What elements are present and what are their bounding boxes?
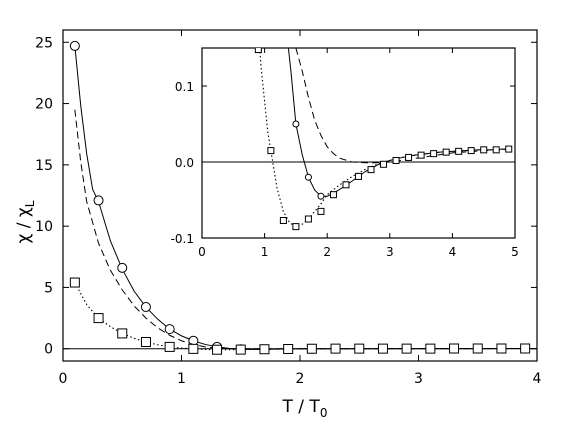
main-y-tick-label: 10 — [35, 219, 53, 235]
main-circle-marker — [140, 302, 151, 313]
inset-square-marker — [317, 207, 325, 215]
main-y-tick-label: 5 — [44, 280, 53, 296]
inset-square-marker — [492, 146, 500, 154]
main-y-tick-label: 0 — [44, 342, 53, 358]
inset-square-marker — [480, 146, 488, 154]
main-y-tick-label: 20 — [35, 97, 53, 113]
main-y-tick-label: 25 — [35, 35, 53, 51]
inset-square-marker — [329, 191, 337, 199]
inset-x-tick-label: 1 — [261, 245, 269, 259]
main-circle-marker — [117, 262, 128, 273]
main-square-marker — [212, 344, 223, 355]
inset-square-marker — [342, 181, 350, 189]
inset-x-tick-label: 0 — [198, 245, 206, 259]
main-square-marker — [69, 277, 80, 288]
main-x-tick-label: 3 — [414, 371, 423, 387]
inset-x-tick-label: 3 — [386, 245, 394, 259]
main-square-marker — [117, 328, 128, 339]
main-square-marker — [140, 336, 151, 347]
inset-square-marker — [505, 145, 513, 153]
inset-circle-marker — [292, 120, 300, 128]
inset-frame — [201, 47, 516, 239]
inset-square-marker — [467, 147, 475, 155]
inset-square-marker — [355, 172, 362, 180]
main-series-dotted-squares-line — [74, 282, 537, 351]
main-square-marker — [188, 343, 199, 354]
main-x-tick-label: 2 — [296, 371, 305, 387]
main-square-marker — [496, 343, 507, 354]
inset-series-group — [254, 48, 513, 231]
main-square-marker — [330, 343, 341, 354]
inset-square-marker — [292, 223, 300, 231]
main-square-marker — [259, 344, 270, 355]
inset-y-tick-label: 0.1 — [175, 80, 194, 94]
main-square-marker — [520, 343, 531, 354]
main-plot-area — [63, 40, 537, 355]
inset-chart: 0 1 2 3 4 5 -0.1 0.0 0.1 — [171, 47, 519, 259]
main-y-tick-label: 15 — [35, 158, 53, 174]
main-square-marker — [306, 343, 317, 354]
main-circle-marker — [69, 40, 80, 51]
main-circle-marker — [164, 324, 175, 335]
main-square-marker — [235, 344, 246, 355]
inset-square-marker — [304, 215, 312, 223]
inset-square-marker — [254, 48, 262, 54]
inset-square-marker — [442, 148, 450, 156]
main-square-marker — [449, 343, 460, 354]
inset-square-marker — [405, 153, 413, 161]
inset-plot-area — [202, 48, 515, 231]
inset-square-marker — [417, 151, 425, 159]
inset-square-marker — [392, 156, 400, 164]
inset-square-marker — [430, 150, 438, 158]
inset-background — [202, 48, 515, 238]
inset-series-dashed-line — [295, 48, 509, 164]
main-square-marker — [283, 343, 294, 354]
inset-y-tick-label: 0.0 — [175, 156, 194, 170]
main-square-marker — [377, 343, 388, 354]
main-x-tick-label: 0 — [59, 371, 68, 387]
main-square-marker — [164, 341, 175, 352]
inset-x-tick-label: 2 — [323, 245, 331, 259]
inset-circle-marker — [317, 192, 325, 200]
inset-y-tick-label: -0.1 — [171, 232, 194, 246]
inset-circle-marker — [304, 173, 312, 181]
main-circle-marker — [93, 195, 104, 206]
main-square-marker — [401, 343, 412, 354]
inset-square-marker — [367, 166, 375, 174]
inset-square-marker — [380, 160, 388, 168]
inset-axes: 0 1 2 3 4 5 -0.1 0.0 0.1 — [171, 47, 519, 259]
main-x-tick-label: 1 — [177, 371, 186, 387]
main-square-marker — [425, 343, 436, 354]
inset-square-marker — [455, 147, 463, 155]
main-square-marker — [93, 313, 104, 324]
inset-square-marker — [279, 217, 287, 225]
inset-square-marker — [267, 147, 275, 155]
x-axis-title: T / T0 — [282, 397, 328, 420]
y-axis-title: χ / χL — [14, 200, 37, 243]
main-series-group — [69, 40, 537, 355]
main-square-marker — [472, 343, 483, 354]
main-x-tick-label: 4 — [533, 371, 542, 387]
inset-x-tick-label: 4 — [449, 245, 457, 259]
inset-series-dotted-squares-line — [259, 48, 509, 228]
main-square-marker — [354, 343, 365, 354]
inset-x-tick-label: 5 — [511, 245, 519, 259]
